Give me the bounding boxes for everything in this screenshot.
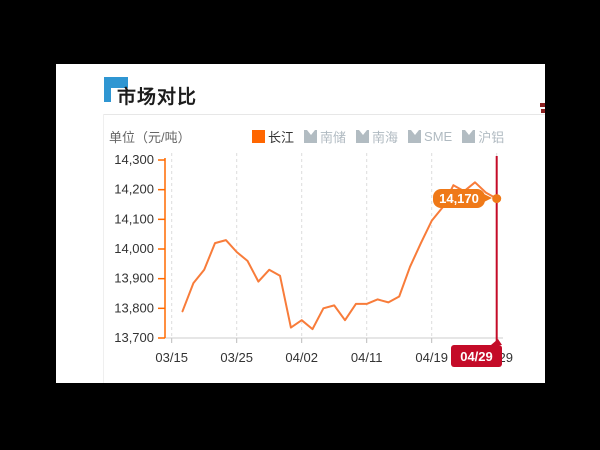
legend-active-swatch-icon [252,130,265,143]
tooltip-value-badge: 14,170 [433,189,492,208]
y-axis-unit-label: 单位（元/吨） [109,130,191,145]
svg-text:13,800: 13,800 [114,300,154,315]
legend-inactive-swatch-icon [462,130,476,143]
legend-item-label: 南海 [372,130,399,145]
title-corner-accent [104,77,128,102]
svg-text:13,900: 13,900 [114,271,154,286]
chart-legend: 长江 南储 南海 SME 沪铝 [252,127,514,146]
header-divider [103,114,545,115]
card-left-border [103,114,104,383]
svg-text:03/25: 03/25 [220,350,253,365]
card-title: 市场对比 [117,87,198,108]
legend-item-label: 南储 [320,130,347,145]
svg-text:03/15: 03/15 [155,350,188,365]
svg-text:04/19: 04/19 [415,350,448,365]
legend-item-label: 长江 [268,130,295,145]
legend-item-SME[interactable]: SME [408,129,452,144]
legend-item-label: SME [424,129,453,144]
legend-item-南海[interactable]: 南海 [356,127,398,146]
tooltip-date-badge: 04/29 [451,339,502,367]
legend-item-沪铝[interactable]: 沪铝 [462,127,504,146]
legend-inactive-swatch-icon [408,130,422,143]
svg-text:14,200: 14,200 [114,182,154,197]
legend-inactive-swatch-icon [356,130,370,143]
clipped-content-fragment [541,109,545,113]
svg-text:14,000: 14,000 [114,241,154,256]
clipped-content-fragment [540,103,545,107]
svg-text:04/02: 04/02 [285,350,318,365]
legend-item-长江[interactable]: 长江 [252,127,294,146]
chart-plot-area[interactable]: 03/15 03/25 04/02 04/11 04/1904/29 14,300 14,2… [56,64,545,383]
svg-text:04/11: 04/11 [351,350,383,365]
legend-item-label: 沪铝 [478,130,505,145]
legend-inactive-swatch-icon [304,130,318,143]
svg-text:13,700: 13,700 [114,330,154,345]
svg-text:14,100: 14,100 [114,211,154,226]
market-compare-card: 市场对比 单位（元/吨） 长江 南储 南海 SME 沪铝 03/15 03/25 04/02… [56,64,545,383]
legend-item-南储[interactable]: 南储 [304,127,346,146]
svg-text:14,300: 14,300 [114,152,154,167]
